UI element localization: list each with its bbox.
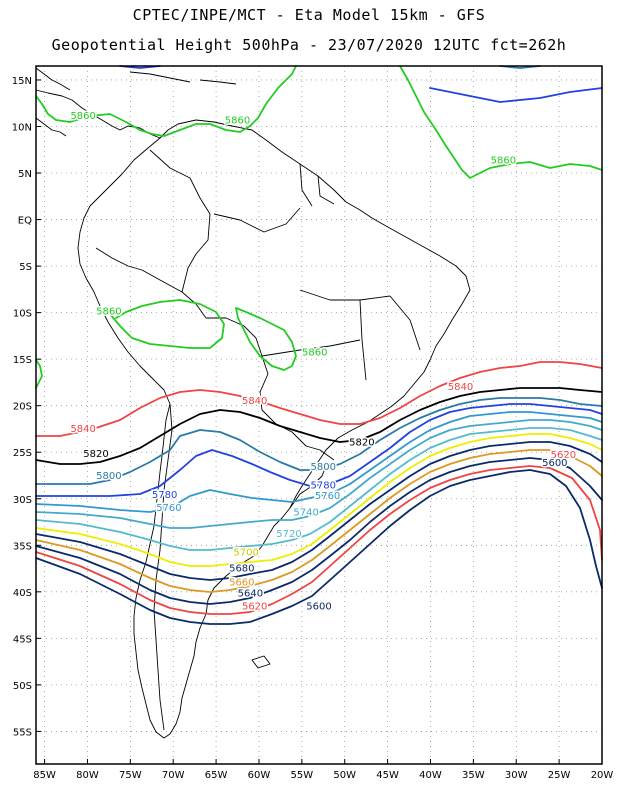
lon-tick-label: 80W [76, 770, 99, 781]
contour-5640 [35, 457, 603, 605]
contour-5800 [35, 397, 603, 485]
border-brazil-colombia [181, 213, 211, 293]
contour-5860 [35, 359, 43, 389]
contour-label: 5760 [156, 503, 181, 514]
contour-label: 5620 [242, 602, 267, 613]
contour-5860 [399, 65, 603, 179]
lon-tick-label: 40W [419, 770, 442, 781]
lat-tick-label: 45S [13, 634, 32, 645]
contour-5860 [109, 299, 225, 349]
contour-5780 [429, 87, 603, 103]
contour-label: 5840 [70, 424, 95, 435]
contour-5740 [35, 419, 603, 529]
map-frame [35, 65, 603, 765]
central-america-coast [35, 89, 161, 139]
contour-5820 [35, 387, 603, 465]
contour-label: 5800 [311, 462, 336, 473]
map-title-line2: Geopotential Height 500hPa - 23/07/2020 … [51, 36, 567, 54]
lon-tick-label: 75W [119, 770, 142, 781]
lat-tick-label: 35S [13, 541, 32, 552]
contour-label: 5860 [491, 156, 516, 167]
lat-tick-label: EQ [18, 216, 32, 227]
lon-tick-label: 50W [333, 770, 356, 781]
lon-tick-label: 45W [376, 770, 399, 781]
contour-label: 5640 [238, 588, 263, 599]
map-title-line1: CPTEC/INPE/MCT - Eta Model 15km - GFS [132, 6, 486, 24]
grid-lines [36, 66, 603, 764]
contour-label: 5820 [83, 449, 108, 460]
contour-5780 [35, 403, 603, 497]
contour-5720 [35, 427, 603, 551]
contour-labels: 5860 5860 5860 5860 5860 5840 5840 5840 5820 5820… [69, 110, 578, 614]
lat-tick-label: 30S [13, 495, 32, 506]
central-america-pacific-coast [35, 117, 67, 137]
border-peru-brazil [141, 269, 207, 319]
contour-label: 5600 [542, 458, 567, 469]
coastlines-and-borders [35, 67, 471, 739]
lat-tick-label: 10N [12, 122, 32, 133]
contour-5860 [235, 307, 297, 371]
lat-tick-label: 10S [13, 309, 32, 320]
contour-label: 5780 [152, 490, 177, 501]
contour-label: 5800 [96, 471, 121, 482]
caribbean-islands [129, 71, 237, 85]
lat-tick-label: 20S [13, 402, 32, 413]
border-argentina-chile [153, 403, 173, 731]
lon-tick-label: 25W [548, 770, 571, 781]
yucatan-coast [35, 67, 71, 91]
contour-5600 [35, 469, 603, 625]
contour-5660 [35, 449, 603, 593]
brazil-state-borders [261, 289, 421, 381]
contour-5760 [35, 411, 603, 513]
contour-label: 5720 [276, 529, 301, 540]
lat-tick-label: 15S [13, 355, 32, 366]
border-guianas [299, 163, 335, 207]
contour-5620 [35, 465, 603, 615]
lon-tick-label: 60W [248, 770, 271, 781]
contour-label: 5620 [551, 450, 576, 461]
latitude-axis: 15N 10N 5N EQ 5S 10S 15S 20S 25S 30S 35S 40S 45S 50S 5… [12, 76, 41, 738]
lat-tick-label: 15N [12, 76, 32, 87]
lat-tick-label: 5S [19, 262, 32, 273]
height-contours [35, 65, 603, 625]
contour-5680 [35, 441, 603, 581]
lon-tick-label: 85W [33, 770, 56, 781]
contour-label: 5860 [302, 347, 327, 358]
contour-label: 5780 [311, 481, 336, 492]
lon-tick-label: 20W [591, 770, 614, 781]
contour-label: 5820 [349, 438, 374, 449]
lat-tick-label: 25S [13, 448, 32, 459]
contour-label: 5860 [225, 116, 250, 127]
lon-tick-label: 55W [291, 770, 314, 781]
lat-tick-label: 5N [18, 169, 32, 180]
lat-tick-label: 55S [13, 727, 32, 738]
lon-tick-label: 35W [462, 770, 485, 781]
contour-label: 5860 [70, 111, 95, 122]
contour-label: 5680 [229, 563, 254, 574]
contour-label: 5840 [242, 396, 267, 407]
contour-label: 5660 [229, 577, 254, 588]
contour-label: 5740 [293, 508, 318, 519]
contour-5860 [35, 65, 297, 137]
lon-tick-label: 30W [505, 770, 528, 781]
falkland-islands [251, 655, 271, 669]
contour-label: 5600 [306, 602, 331, 613]
border-ecuador-peru [95, 247, 143, 271]
contour-label: 5700 [233, 548, 258, 559]
border-argentina-paraguay [291, 431, 335, 461]
contour-label: 5860 [96, 306, 121, 317]
longitude-axis: 85W 80W 75W 70W 65W 60W 55W 50W 45W 40W 35W 30W 25W 2… [33, 759, 613, 781]
south-america-coast [77, 119, 471, 739]
lon-tick-label: 65W [205, 770, 228, 781]
border-brazil-venezuela [213, 207, 301, 233]
contour-5700 [35, 433, 603, 567]
contour-label: 5840 [448, 382, 473, 393]
border-colombia-venezuela [149, 149, 211, 215]
contour-5840 [35, 361, 603, 437]
lat-tick-label: 50S [13, 681, 32, 692]
lon-tick-label: 70W [162, 770, 185, 781]
lat-tick-label: 40S [13, 588, 32, 599]
contour-label: 5760 [315, 491, 340, 502]
